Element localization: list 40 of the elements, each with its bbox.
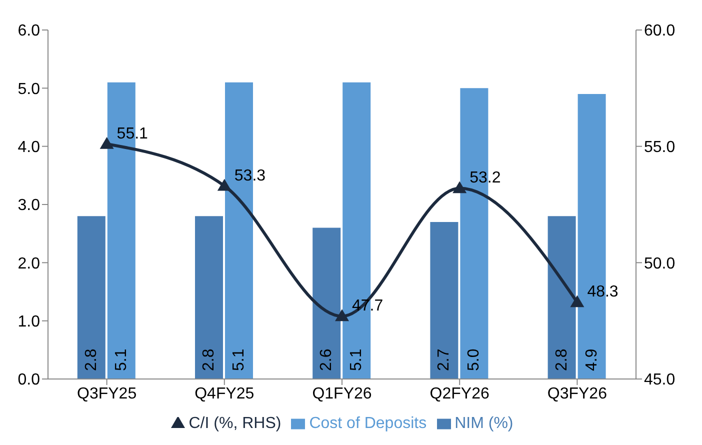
x-tick-label: Q1FY26 [312, 385, 372, 402]
point [570, 295, 584, 308]
y-tick-label: 3.0 [18, 197, 40, 214]
data-label: 5.1 [348, 348, 366, 371]
point [100, 137, 114, 149]
data-label: 47.7 [352, 298, 384, 315]
y-tick-label: 1.0 [18, 314, 40, 331]
data-label: 4.9 [583, 348, 600, 371]
bar [77, 216, 106, 379]
data-label: 2.8 [200, 348, 218, 371]
legend-label: NIM (%) [454, 415, 514, 432]
x-tick-label: Q2FY26 [430, 385, 490, 402]
y-tick-label: 4.0 [18, 139, 40, 156]
bar [548, 216, 576, 379]
data-label: 5.1 [230, 348, 248, 371]
bar [312, 228, 341, 379]
x-tick-label: Q4FY25 [194, 385, 254, 402]
data-label: 2.6 [318, 348, 336, 371]
y-tick-label: 2.0 [18, 255, 40, 272]
y-tick-label: 0.0 [18, 372, 40, 389]
point [335, 309, 349, 322]
data-label: 2.7 [436, 348, 453, 371]
data-label: 5.1 [112, 348, 130, 371]
y2-tick-label: 55.0 [644, 139, 676, 156]
bar [430, 222, 458, 379]
legend-label: C/I (%, RHS) [188, 415, 282, 432]
legend-label: Cost of Deposits [309, 415, 427, 432]
y2-tick-label: 60.0 [644, 22, 676, 40]
x-tick-label: Q3FY26 [547, 385, 608, 402]
point [217, 178, 232, 191]
x-tick-label: Q3FY25 [77, 385, 137, 402]
data-label: 2.8 [82, 348, 100, 371]
data-label: 2.8 [553, 348, 570, 371]
y2-tick-label: 45.0 [644, 372, 676, 389]
y2-tick-label: 50.0 [644, 255, 676, 272]
point [452, 181, 467, 194]
y-tick-label: 5.0 [18, 80, 40, 98]
y-tick-label: 6.0 [18, 22, 40, 40]
data-label: 5.0 [466, 348, 483, 371]
bar [195, 216, 223, 379]
